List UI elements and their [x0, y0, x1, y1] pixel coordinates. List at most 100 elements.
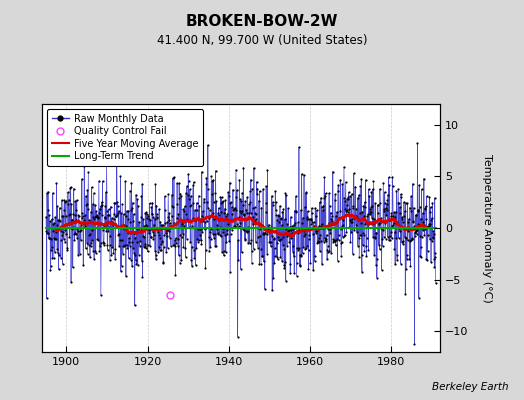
Point [240, 227, 248, 233]
Point [244, 240, 253, 246]
Point [89, 201, 97, 207]
Point [190, 247, 198, 254]
Point [112, 212, 120, 219]
Point [321, 234, 329, 241]
Point [58, 213, 67, 219]
Point [64, 189, 72, 195]
Point [135, 251, 143, 258]
Point [157, 246, 165, 253]
Point [194, 216, 203, 222]
Point [140, 241, 149, 247]
Point [306, 260, 314, 266]
Point [336, 226, 345, 232]
Point [314, 238, 322, 245]
Point [220, 252, 228, 259]
Point [187, 257, 195, 263]
Point [291, 225, 299, 231]
Point [279, 242, 287, 248]
Point [219, 226, 227, 232]
Point [405, 216, 413, 222]
Point [108, 214, 116, 221]
Point [144, 248, 152, 255]
Point [211, 190, 220, 196]
Point [146, 217, 155, 223]
Point [425, 220, 434, 227]
Point [407, 193, 415, 200]
Point [179, 206, 187, 212]
Point [424, 232, 432, 238]
Point [426, 236, 434, 243]
Point [183, 216, 191, 222]
Point [110, 211, 118, 218]
Point [236, 196, 245, 203]
Point [188, 263, 196, 269]
Point [365, 186, 373, 192]
Point [237, 249, 246, 256]
Point [328, 213, 336, 220]
Point [329, 238, 337, 245]
Point [304, 266, 313, 272]
Point [232, 166, 240, 173]
Point [158, 239, 166, 246]
Point [420, 231, 429, 238]
Point [431, 254, 440, 260]
Point [271, 207, 280, 213]
Point [392, 251, 401, 258]
Point [50, 255, 58, 262]
Point [427, 217, 435, 224]
Point [378, 236, 386, 242]
Point [330, 238, 338, 244]
Point [297, 207, 305, 213]
Point [280, 262, 288, 268]
Point [336, 176, 344, 183]
Point [216, 200, 225, 206]
Point [318, 204, 326, 210]
Point [401, 200, 410, 206]
Point [275, 212, 283, 219]
Point [293, 230, 302, 236]
Point [279, 206, 288, 212]
Point [364, 224, 372, 230]
Point [138, 274, 147, 280]
Point [416, 253, 424, 259]
Point [271, 188, 279, 194]
Point [258, 253, 267, 259]
Point [122, 273, 130, 279]
Point [397, 239, 406, 246]
Point [214, 205, 223, 211]
Point [397, 191, 405, 198]
Point [199, 218, 208, 224]
Point [237, 198, 246, 204]
Point [320, 174, 329, 180]
Point [290, 270, 298, 276]
Point [133, 226, 141, 232]
Point [70, 185, 78, 192]
Point [372, 262, 380, 268]
Point [110, 199, 118, 206]
Point [358, 269, 366, 275]
Point [184, 178, 193, 184]
Point [101, 203, 110, 209]
Point [130, 302, 139, 309]
Point [376, 186, 384, 192]
Point [354, 242, 362, 249]
Point [157, 241, 165, 247]
Point [172, 215, 181, 221]
Point [85, 232, 93, 238]
Point [363, 213, 372, 220]
Point [111, 200, 119, 206]
Point [258, 231, 267, 238]
Point [357, 231, 365, 238]
Point [179, 230, 187, 237]
Point [429, 234, 437, 241]
Point [191, 207, 199, 213]
Point [245, 210, 253, 216]
Point [161, 207, 169, 214]
Point [250, 204, 259, 210]
Point [154, 226, 162, 233]
Point [82, 201, 91, 207]
Point [335, 216, 343, 222]
Point [401, 208, 409, 214]
Point [338, 181, 346, 187]
Point [310, 223, 319, 229]
